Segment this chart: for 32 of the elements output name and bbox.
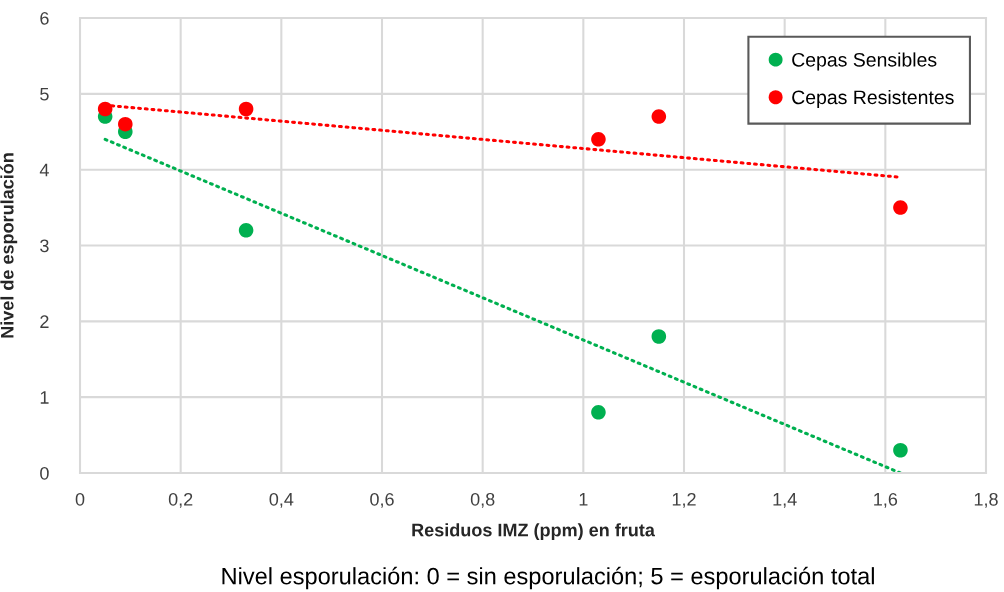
x-tick-label: 1 — [579, 493, 588, 506]
point — [238, 223, 254, 238]
legend-label: Cepas Resistentes — [792, 89, 954, 109]
point — [651, 329, 667, 344]
x-tick-label: 1,8 — [974, 492, 998, 508]
point — [651, 109, 667, 124]
y-tick-label: 1 — [40, 391, 49, 404]
point — [238, 101, 254, 117]
x-tick-label: 0,6 — [370, 492, 394, 508]
y-tick-label: 2 — [40, 315, 49, 328]
x-tick-label: 1,6 — [874, 492, 898, 508]
point — [591, 405, 606, 420]
x-tick-label: 0,4 — [269, 492, 294, 508]
y-tick-label: 6 — [40, 11, 49, 25]
x-tick-label: 0,8 — [470, 492, 495, 508]
x-tick-label: 1,4 — [773, 493, 797, 508]
y-axis-title: Nivel de esporulación — [0, 153, 18, 338]
x-axis-title: Residuos IMZ (ppm) en fruta — [412, 523, 655, 540]
x-tick-label: 0 — [75, 492, 85, 506]
y-tick-label: 5 — [40, 87, 49, 101]
legend-label: Cepas Sensibles — [792, 52, 937, 71]
point — [893, 200, 908, 215]
point — [893, 442, 908, 458]
point — [591, 132, 606, 147]
point — [118, 116, 133, 132]
y-tick-label: 0 — [40, 466, 49, 480]
x-tick-label: 0,2 — [168, 492, 193, 508]
point — [97, 101, 113, 117]
y-tick-label: 4 — [39, 163, 49, 177]
x-tick-label: 1,2 — [672, 492, 696, 508]
y-tick-label: 3 — [40, 239, 49, 253]
text: Nivel esporulación: 0 = sin esporulación; 5 = esporulación total — [222, 566, 874, 590]
